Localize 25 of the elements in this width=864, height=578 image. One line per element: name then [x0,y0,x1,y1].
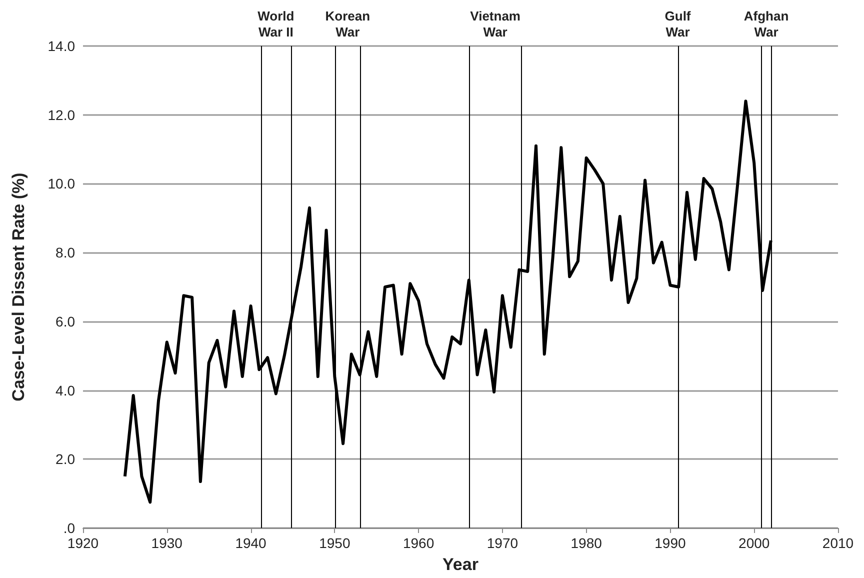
ref-line-label: Korean War [325,8,370,40]
ref-line-label: World War II [258,8,294,40]
x-tick-label: 1940 [235,535,267,551]
y-tick-label: .0 [63,520,76,536]
ref-line-label: Afghan War [744,8,789,40]
y-tick-label: 6.0 [56,313,76,330]
ref-line-label: Gulf War [664,8,692,40]
x-tick-label: 1950 [319,535,350,551]
y-tick-label: 14.0 [48,38,76,54]
x-tick-label: 1970 [486,535,518,551]
y-tick-label: 2.0 [56,451,76,468]
y-axis-title: Case-Level Dissent Rate (%) [9,172,28,402]
x-tick-label: 2010 [822,535,854,551]
x-tick-label: 1990 [654,535,686,551]
y-tick-label: 10.0 [48,176,76,192]
x-tick-label: 1920 [67,535,99,551]
x-tick-label: 1980 [570,535,602,551]
x-tick-label: 2000 [738,535,770,551]
ref-line-label: Vietnam War [470,8,520,40]
x-tick-label: 1930 [151,535,183,551]
y-tick-label: 8.0 [56,244,76,261]
x-tick-label: 1960 [402,535,434,551]
x-axis-title: Year [442,555,479,574]
y-tick-label: 4.0 [56,382,76,398]
y-tick-label: 12.0 [48,106,76,123]
